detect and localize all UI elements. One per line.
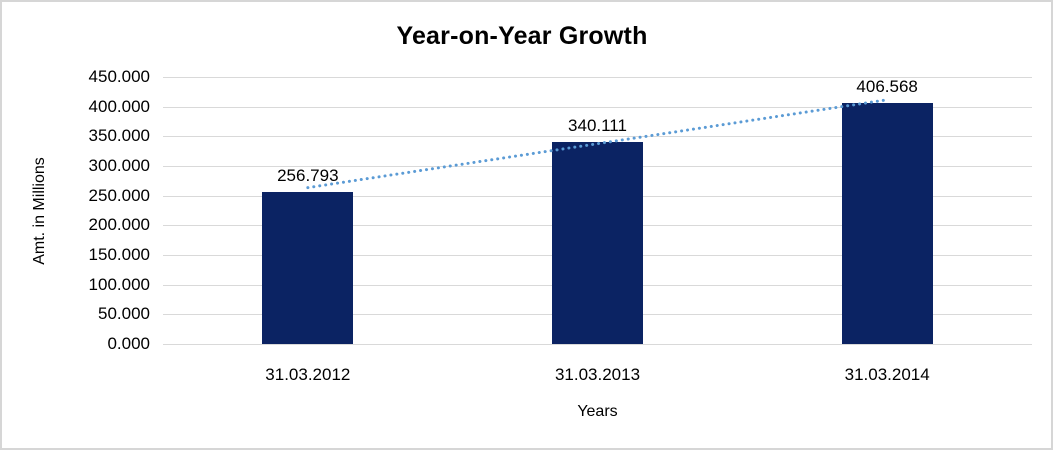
bar-31.03.2014 — [841, 102, 933, 344]
data-label: 340.111 — [568, 116, 627, 136]
y-tick-label: 350.000 — [88, 126, 150, 146]
x-tick-label: 31.03.2012 — [265, 365, 351, 384]
y-tick-label: 150.000 — [88, 245, 150, 264]
bar-31.03.2013 — [552, 142, 643, 344]
x-tick-label: 31.03.2013 — [554, 365, 641, 384]
data-label: 406.568 — [856, 76, 918, 96]
y-tick-label: 450.000 — [88, 67, 150, 86]
x-tick-label: 31.03.2014 — [844, 365, 930, 384]
y-tick-label: 400.000 — [88, 96, 150, 116]
data-label: 256.793 — [277, 165, 339, 185]
x-axis-title: Years — [577, 403, 618, 420]
chart-title: Year-on-Year Growth — [396, 22, 648, 50]
y-tick-label: 0.000 — [107, 334, 150, 353]
y-gridline — [163, 344, 1032, 345]
y-tick-label: 50.000 — [98, 304, 150, 324]
y-tick-label: 300.000 — [88, 156, 150, 175]
y-tick-label: 100.000 — [88, 274, 150, 294]
y-tick-label: 200.000 — [88, 215, 150, 235]
y-tick-label: 250.000 — [88, 185, 150, 205]
y-gridline — [163, 77, 1032, 78]
bar-31.03.2012 — [262, 191, 354, 344]
